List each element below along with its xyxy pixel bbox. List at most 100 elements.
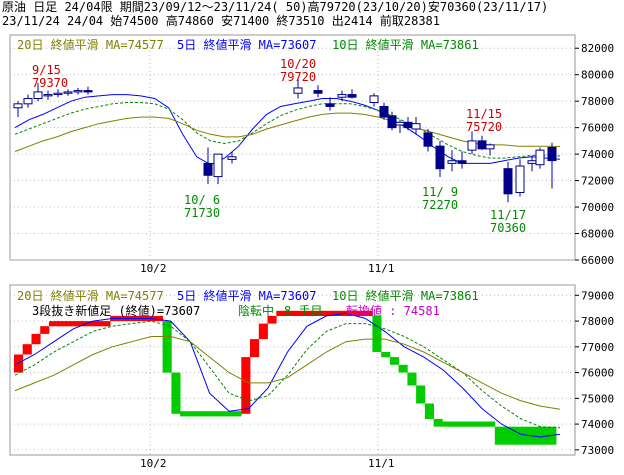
- lower-y-tick-label: 77000: [581, 341, 614, 354]
- renko-brick: [521, 426, 531, 445]
- candle-body: [337, 94, 347, 98]
- candle-body: [423, 132, 433, 147]
- renko-brick: [416, 385, 426, 404]
- candle-body: [227, 156, 237, 160]
- renko-brick: [424, 403, 434, 419]
- renko-brick: [512, 426, 522, 445]
- ma5-legend-upper: 5日 終値平滑 MA=73607: [177, 38, 317, 52]
- upper-chart-frame: [9, 34, 576, 261]
- renko-brick: [250, 339, 260, 358]
- candle-body: [53, 92, 63, 96]
- renko-brick: [14, 354, 24, 373]
- candle-body: [485, 144, 495, 150]
- upper-ma10-line: [14, 102, 561, 159]
- upper-y-tick-label: 70000: [581, 201, 614, 214]
- renko-brick: [477, 421, 487, 427]
- upper-grid: [10, 35, 579, 261]
- candle-body: [403, 121, 413, 129]
- renko-brick: [223, 411, 233, 417]
- candle-body: [411, 123, 421, 130]
- annotation-date: 10/20: [280, 57, 316, 71]
- candle-body: [547, 147, 557, 162]
- annotation-date: 11/ 9: [422, 185, 458, 199]
- renko-brick: [258, 323, 268, 340]
- candle-body: [33, 91, 43, 100]
- renko-brick: [381, 352, 391, 358]
- renko-brick: [293, 310, 303, 316]
- candle-body: [387, 115, 397, 129]
- upper-x-tick-label: 11/1: [368, 262, 395, 275]
- renko-brick: [57, 321, 67, 327]
- candle-body: [213, 153, 223, 178]
- renko-info: 3段抜き新値足 (終値)=73607: [32, 304, 201, 318]
- ma10-legend-upper: 10日 終値平滑 MA=73861: [332, 38, 479, 52]
- lower-y-tick-label: 76000: [581, 367, 614, 380]
- upper-y-tick-label: 66000: [581, 254, 614, 267]
- lower-chart-frame: [9, 284, 576, 456]
- renko-brick: [267, 315, 277, 324]
- candle-body: [347, 94, 357, 98]
- renko-brick: [75, 321, 85, 327]
- upper-y-tick-label: 72000: [581, 175, 614, 188]
- header-line-2: 23/11/24 24/04 始74500 高74860 安71400 終735…: [2, 14, 441, 28]
- renko-brick: [241, 357, 251, 414]
- lower-x-tick-label: 10/2: [140, 457, 167, 470]
- lower-ma20-line: [14, 336, 561, 410]
- renko-brick: [311, 310, 321, 316]
- upper-y-tick-label: 82000: [581, 42, 614, 55]
- renko-brick: [31, 333, 41, 345]
- renko-brick: [328, 310, 338, 316]
- renko-brick: [451, 421, 461, 427]
- annotation-date: 9/15: [32, 63, 61, 77]
- renko-brick: [206, 411, 216, 417]
- lower-y-tick-label: 74000: [581, 418, 614, 431]
- candle-body: [503, 168, 513, 195]
- lower-x-tick-label: 11/1: [368, 457, 395, 470]
- candle-body: [73, 90, 83, 93]
- candle-body: [379, 105, 389, 118]
- renko-brick: [494, 426, 504, 445]
- upper-x-tick-label: 10/2: [140, 262, 167, 275]
- renko-brick: [197, 411, 207, 417]
- annotation-date: 11/15: [466, 107, 502, 121]
- renko-count: 8 手目: [284, 304, 323, 318]
- renko-status: 陰転中: [238, 304, 275, 318]
- renko-brick: [486, 421, 496, 427]
- renko-brick: [302, 310, 312, 316]
- renko-brick: [40, 326, 50, 334]
- lower-ma-lines: [14, 312, 561, 438]
- candle-body: [467, 140, 477, 151]
- annotation-value: 75720: [466, 120, 502, 134]
- candle-body: [293, 87, 303, 94]
- candle-body: [527, 160, 537, 164]
- renko-brick: [320, 310, 330, 316]
- candle-body: [457, 160, 467, 164]
- renko-brick: [389, 357, 399, 365]
- lower-y-tick-label: 73000: [581, 444, 614, 457]
- lower-grid: [10, 285, 579, 455]
- upper-y-tick-label: 76000: [581, 122, 614, 135]
- upper-y-tick-label: 78000: [581, 95, 614, 108]
- annotation-value: 72270: [422, 198, 458, 212]
- renko-brick: [83, 321, 93, 327]
- upper-candles: [13, 78, 557, 203]
- renko-brick: [276, 310, 286, 316]
- renko-switch-value: 転換値 : 74581: [346, 304, 440, 318]
- candle-body: [63, 91, 73, 94]
- candle-body: [447, 160, 457, 164]
- ma20-legend-lower: 20日 終値平滑 MA=74577: [17, 289, 164, 303]
- renko-brick: [101, 321, 111, 327]
- header-line-1: 原油 日足 24/04限 期間23/09/12～23/11/24( 50)高79…: [2, 0, 549, 14]
- lower-y-tick-label: 79000: [581, 289, 614, 302]
- candle-body: [325, 103, 335, 107]
- annotation-date: 10/ 6: [184, 193, 220, 207]
- candle-body: [395, 121, 405, 126]
- lower-ma5-line: [14, 312, 561, 438]
- renko-brick: [180, 411, 190, 417]
- renko-brick: [503, 426, 513, 445]
- renko-brick: [285, 310, 295, 316]
- candle-body: [313, 90, 323, 94]
- annotation-date: 11/17: [490, 208, 526, 222]
